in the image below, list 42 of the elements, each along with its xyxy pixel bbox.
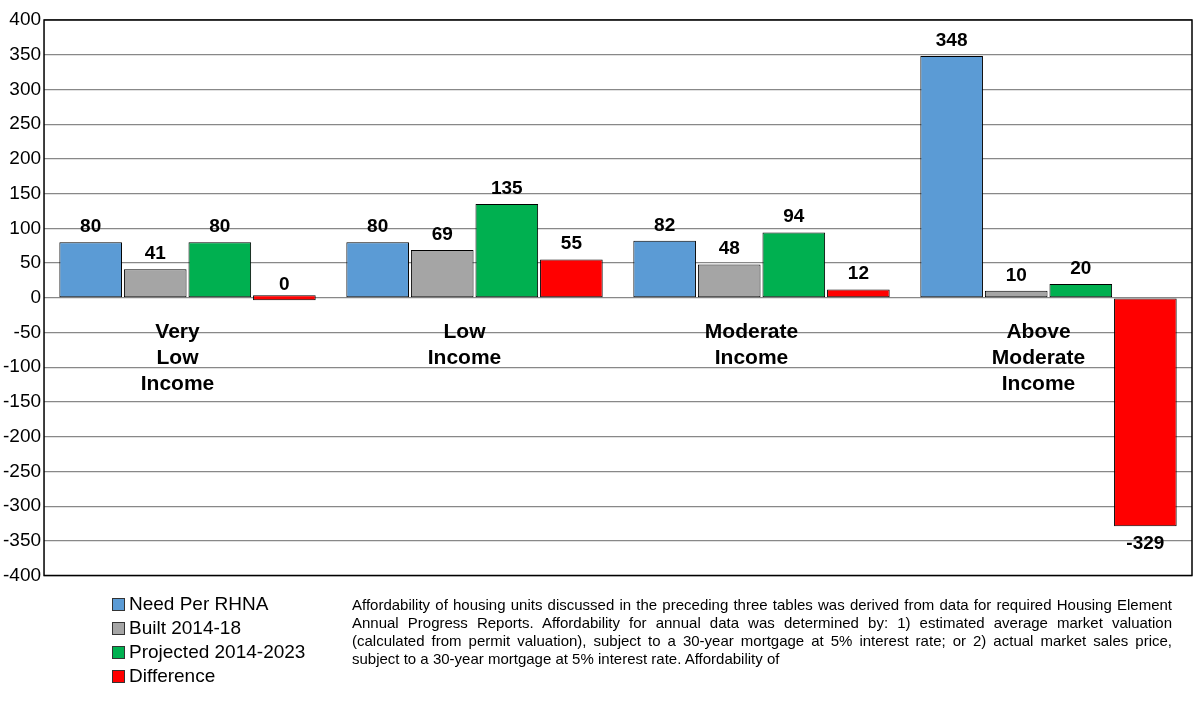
data-label: 94: [783, 205, 805, 227]
data-label: 82: [654, 213, 676, 235]
data-label: 348: [935, 28, 968, 50]
y-tick-label: -350: [3, 529, 42, 551]
x-tick-label: Very Low Income: [140, 319, 215, 395]
data-label: 0: [279, 273, 290, 295]
data-label: 10: [1005, 263, 1027, 285]
y-tick-label: 250: [9, 112, 42, 134]
data-label: 80: [209, 214, 231, 236]
y-tick-label: -300: [3, 494, 42, 516]
data-label: 135: [490, 176, 524, 198]
y-tick-label: -200: [3, 424, 42, 446]
data-label: 55: [560, 232, 583, 254]
data-label: -329: [1126, 532, 1165, 554]
y-tick-label: 100: [9, 216, 42, 238]
data-label: 69: [431, 222, 453, 244]
y-tick-label: 300: [9, 77, 42, 99]
y-tick-label: -400: [3, 563, 42, 585]
data-label: 12: [847, 262, 869, 284]
data-label: 80: [80, 214, 102, 236]
y-tick-label: -50: [13, 320, 42, 342]
y-tick-label: 150: [9, 181, 42, 203]
data-label: 20: [1070, 256, 1092, 278]
data-label: 41: [144, 242, 167, 264]
data-label: 80: [367, 214, 389, 236]
x-tick-label: Moderate Income: [704, 319, 799, 369]
y-tick-label: 200: [9, 147, 42, 169]
x-tick-label: Low Income: [427, 319, 502, 369]
y-tick-label: 50: [19, 251, 42, 273]
y-tick-label: -150: [3, 390, 42, 412]
legend-label: Projected 2014-2023: [129, 640, 306, 664]
y-tick-label: 400: [9, 8, 42, 30]
data-label: 48: [718, 237, 740, 259]
legend-label: Need Per RHNA: [129, 592, 269, 616]
y-tick-label: 0: [30, 286, 42, 308]
x-tick-label: Above Moderate Income: [991, 319, 1086, 395]
text: Affordability of housing units discussed in the preceding three tables was derived from data for required Housing Element Annual Progress Reports. Affordability for annual data was determined by: 1) estimated average market valuation (calculated from permit valuation), subject to a 30-year mortgage at 5% interest rate; or 2) actual market sales price, subject to a 30-year mortgage at 5% interest rate. Affordability of: [352, 595, 1172, 669]
legend-label: Built 2014-18: [129, 616, 241, 640]
y-tick-label: -250: [3, 459, 42, 481]
y-tick-label: -100: [3, 355, 42, 377]
y-tick-label: 350: [9, 42, 42, 64]
legend-label: Difference: [129, 664, 216, 688]
